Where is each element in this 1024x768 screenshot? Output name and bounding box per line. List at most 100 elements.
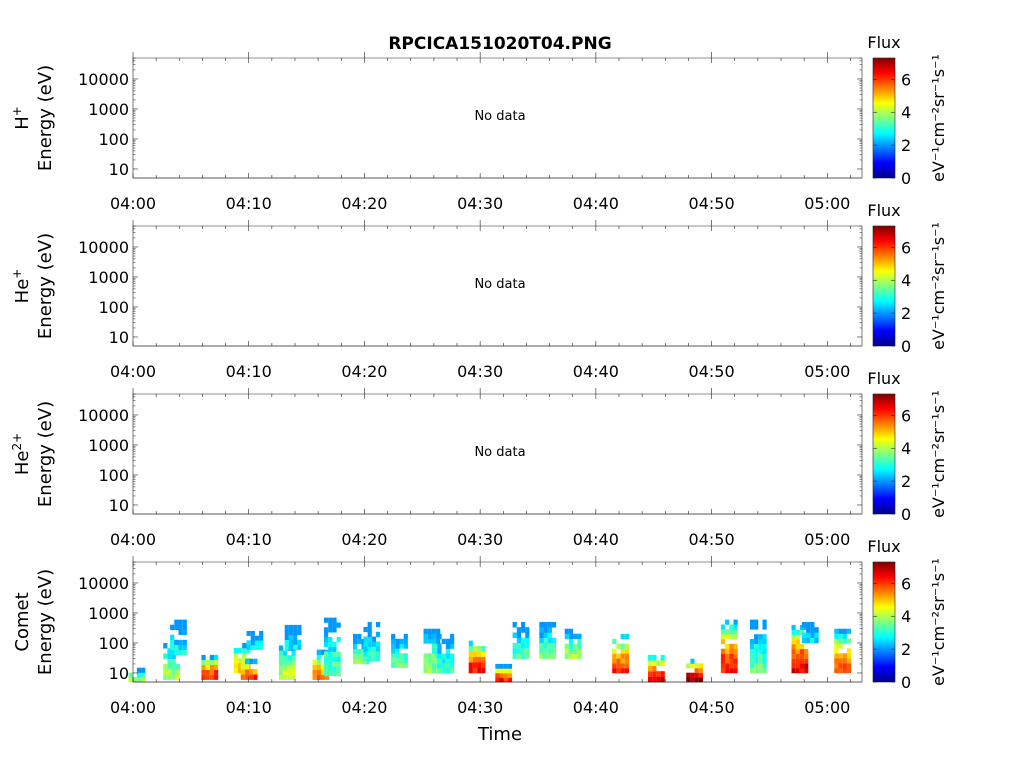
heatmap-cell: [287, 665, 292, 671]
heatmap-cell: [652, 654, 657, 661]
heatmap-cell: [729, 653, 734, 659]
heatmap-cell: [283, 655, 288, 661]
heatmap-cell: [357, 648, 362, 655]
heatmap-cell: [495, 668, 500, 674]
heatmap-cell: [834, 638, 839, 644]
heatmap-cell: [283, 650, 288, 656]
heatmap-cell: [201, 654, 206, 661]
heatmap-cell: [846, 638, 852, 644]
heatmap-cell: [729, 643, 734, 649]
heatmap-cell: [391, 658, 396, 664]
heatmap-column: [468, 640, 486, 674]
heatmap-cell: [499, 663, 504, 669]
heatmap-cell: [170, 624, 175, 630]
heatmap-cell: [336, 666, 341, 672]
colorbar-unit-label: eV⁻¹cm⁻²sr⁻¹s⁻¹: [929, 54, 948, 182]
colorbar-tick-label: 2: [901, 472, 911, 491]
heatmap-cell: [791, 644, 796, 650]
heatmap-cell: [749, 648, 755, 654]
heatmap-cell: [694, 672, 699, 678]
heatmap-cell: [367, 641, 372, 647]
heatmap-cell: [293, 639, 298, 645]
heatmap-cell: [170, 639, 175, 646]
heatmap-cell: [660, 676, 665, 683]
heatmap-cell: [525, 632, 530, 638]
heatmap-cell: [547, 642, 552, 649]
heatmap-column: [512, 622, 530, 659]
heatmap-cell: [242, 648, 247, 654]
heatmap-cell: [795, 668, 800, 674]
heatmap-cell: [754, 668, 759, 674]
heatmap-cell: [754, 639, 759, 645]
heatmap-cell: [758, 663, 763, 669]
heatmap-cell: [834, 628, 839, 634]
species-label: H+: [10, 106, 33, 130]
heatmap-cell: [328, 661, 333, 667]
heatmap-cell: [403, 633, 408, 639]
heatmap-cell: [132, 677, 137, 683]
heatmap-cell: [620, 653, 625, 659]
heatmap-cell: [838, 628, 843, 634]
heatmap-cell: [167, 648, 172, 654]
heatmap-cell: [725, 668, 730, 674]
heatmap-cell: [814, 627, 819, 633]
heatmap-cell: [182, 649, 187, 656]
heatmap-cell: [620, 633, 625, 640]
heatmap-column: [246, 631, 264, 650]
heatmap-cell: [250, 640, 255, 646]
heatmap-cell: [171, 663, 176, 670]
heatmap-cell: [804, 663, 809, 669]
heatmap-cell: [733, 663, 738, 669]
heatmap-cell: [754, 634, 759, 640]
heatmap-cell: [324, 651, 329, 657]
heatmap-cell: [842, 628, 847, 634]
heatmap-cell: [539, 648, 544, 654]
heatmap-cell: [698, 668, 703, 673]
x-tick-label: 04:50: [689, 194, 735, 213]
heatmap-cell: [612, 663, 617, 669]
heatmap-cell: [612, 658, 617, 664]
heatmap-cell: [431, 663, 437, 669]
heatmap-cell: [283, 660, 288, 666]
heatmap-cell: [495, 673, 500, 678]
x-tick-label: 04:40: [573, 530, 619, 549]
heatmap-cell: [729, 663, 734, 669]
heatmap-cell: [725, 658, 730, 664]
heatmap-column: [749, 619, 767, 674]
heatmap-cell: [842, 668, 847, 674]
heatmap-cell: [758, 643, 763, 649]
heatmap-cell: [754, 663, 759, 669]
heatmap-cell: [468, 646, 473, 652]
heatmap-cell: [201, 659, 206, 666]
heatmap-cell: [205, 664, 210, 670]
heatmap-cell: [806, 632, 811, 638]
heatmap-cell: [720, 653, 726, 659]
heatmap-cell: [423, 663, 428, 669]
x-tick-label: 04:40: [573, 362, 619, 381]
heatmap-cell: [238, 648, 243, 654]
heatmap-cell: [749, 653, 755, 659]
heatmap-cell: [749, 663, 755, 669]
heatmap-cell: [814, 637, 819, 644]
heatmap-cell: [399, 653, 404, 659]
heatmap-cell: [163, 674, 168, 680]
heatmap-cell: [762, 639, 767, 645]
heatmap-cell: [720, 634, 726, 640]
heatmap-cell: [551, 653, 557, 659]
energy-label: Energy (eV): [35, 401, 56, 507]
heatmap-cell: [616, 658, 621, 664]
heatmap-cell: [293, 644, 298, 650]
colorbar-tick-label: 4: [901, 607, 911, 626]
heatmap-cell: [209, 659, 214, 666]
heatmap-cell: [499, 668, 504, 674]
heatmap-cell: [291, 665, 296, 671]
heatmap-cell: [336, 656, 341, 662]
heatmap-cell: [733, 653, 738, 659]
heatmap-cell: [332, 656, 337, 662]
heatmap-cell: [795, 644, 800, 650]
no-data-text: No data: [474, 109, 525, 124]
heatmap-cell: [481, 667, 486, 674]
heatmap-cell: [612, 648, 617, 654]
heatmap-cell: [209, 669, 214, 675]
heatmap-cell: [284, 629, 289, 636]
